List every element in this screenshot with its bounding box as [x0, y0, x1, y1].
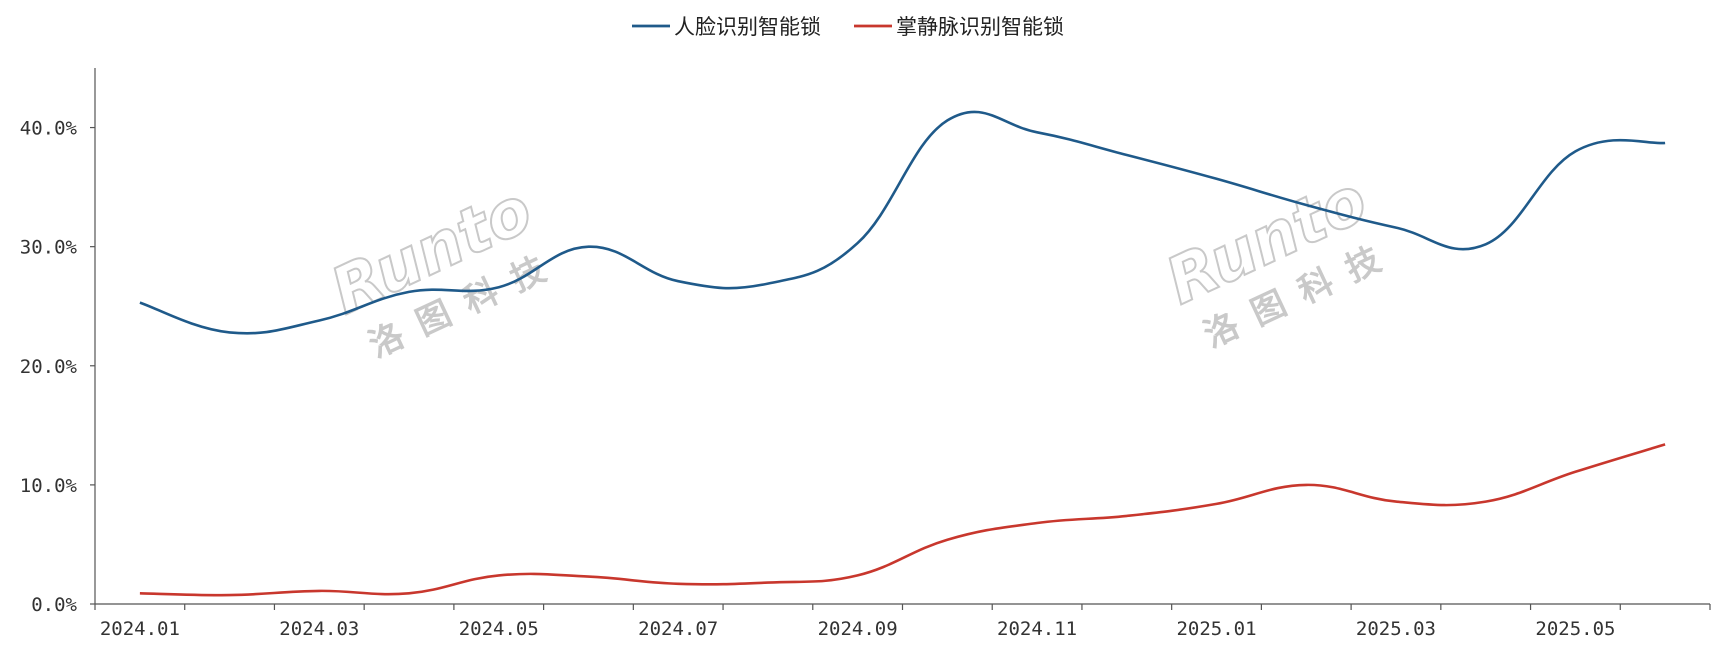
series-line-1: [139, 110, 1666, 335]
x-tick-label: 2025.05: [1535, 618, 1615, 640]
x-tick-label: 2024.11: [997, 618, 1077, 640]
watermark-left: Runto 洛图科技: [319, 172, 568, 366]
legend-label: 掌静脉识别智能锁: [896, 15, 1064, 39]
x-tick-label: 2025.01: [1176, 618, 1256, 640]
watermark-right: Runto 洛图科技: [1154, 162, 1403, 356]
legend-label: 人脸识别智能锁: [674, 15, 821, 39]
x-tick-label: 2025.03: [1356, 618, 1436, 640]
y-tick-label: 10.0%: [20, 475, 78, 497]
x-tick-label: 2024.01: [100, 618, 180, 640]
series-line-2: [139, 443, 1666, 597]
y-tick-label: 40.0%: [20, 118, 78, 140]
x-tick-label: 2024.09: [818, 618, 898, 640]
y-tick-label: 30.0%: [20, 237, 78, 259]
series-layer: [139, 110, 1666, 597]
y-tick-label: 20.0%: [20, 356, 78, 378]
y-tick-label: 0.0%: [31, 594, 77, 616]
x-tick-label: 2024.05: [459, 618, 539, 640]
axes: 0.0% 10.0% 20.0% 30.0% 40.0% 2024.01 2024.03 20…: [20, 68, 1711, 640]
x-tick-label: 2024.03: [279, 618, 359, 640]
x-tick-label: 2024.07: [638, 618, 718, 640]
watermarks: Runto 洛图科技 Runto 洛图科技: [319, 162, 1403, 366]
legend: 人脸识别智能锁 掌静脉识别智能锁: [632, 15, 1064, 39]
